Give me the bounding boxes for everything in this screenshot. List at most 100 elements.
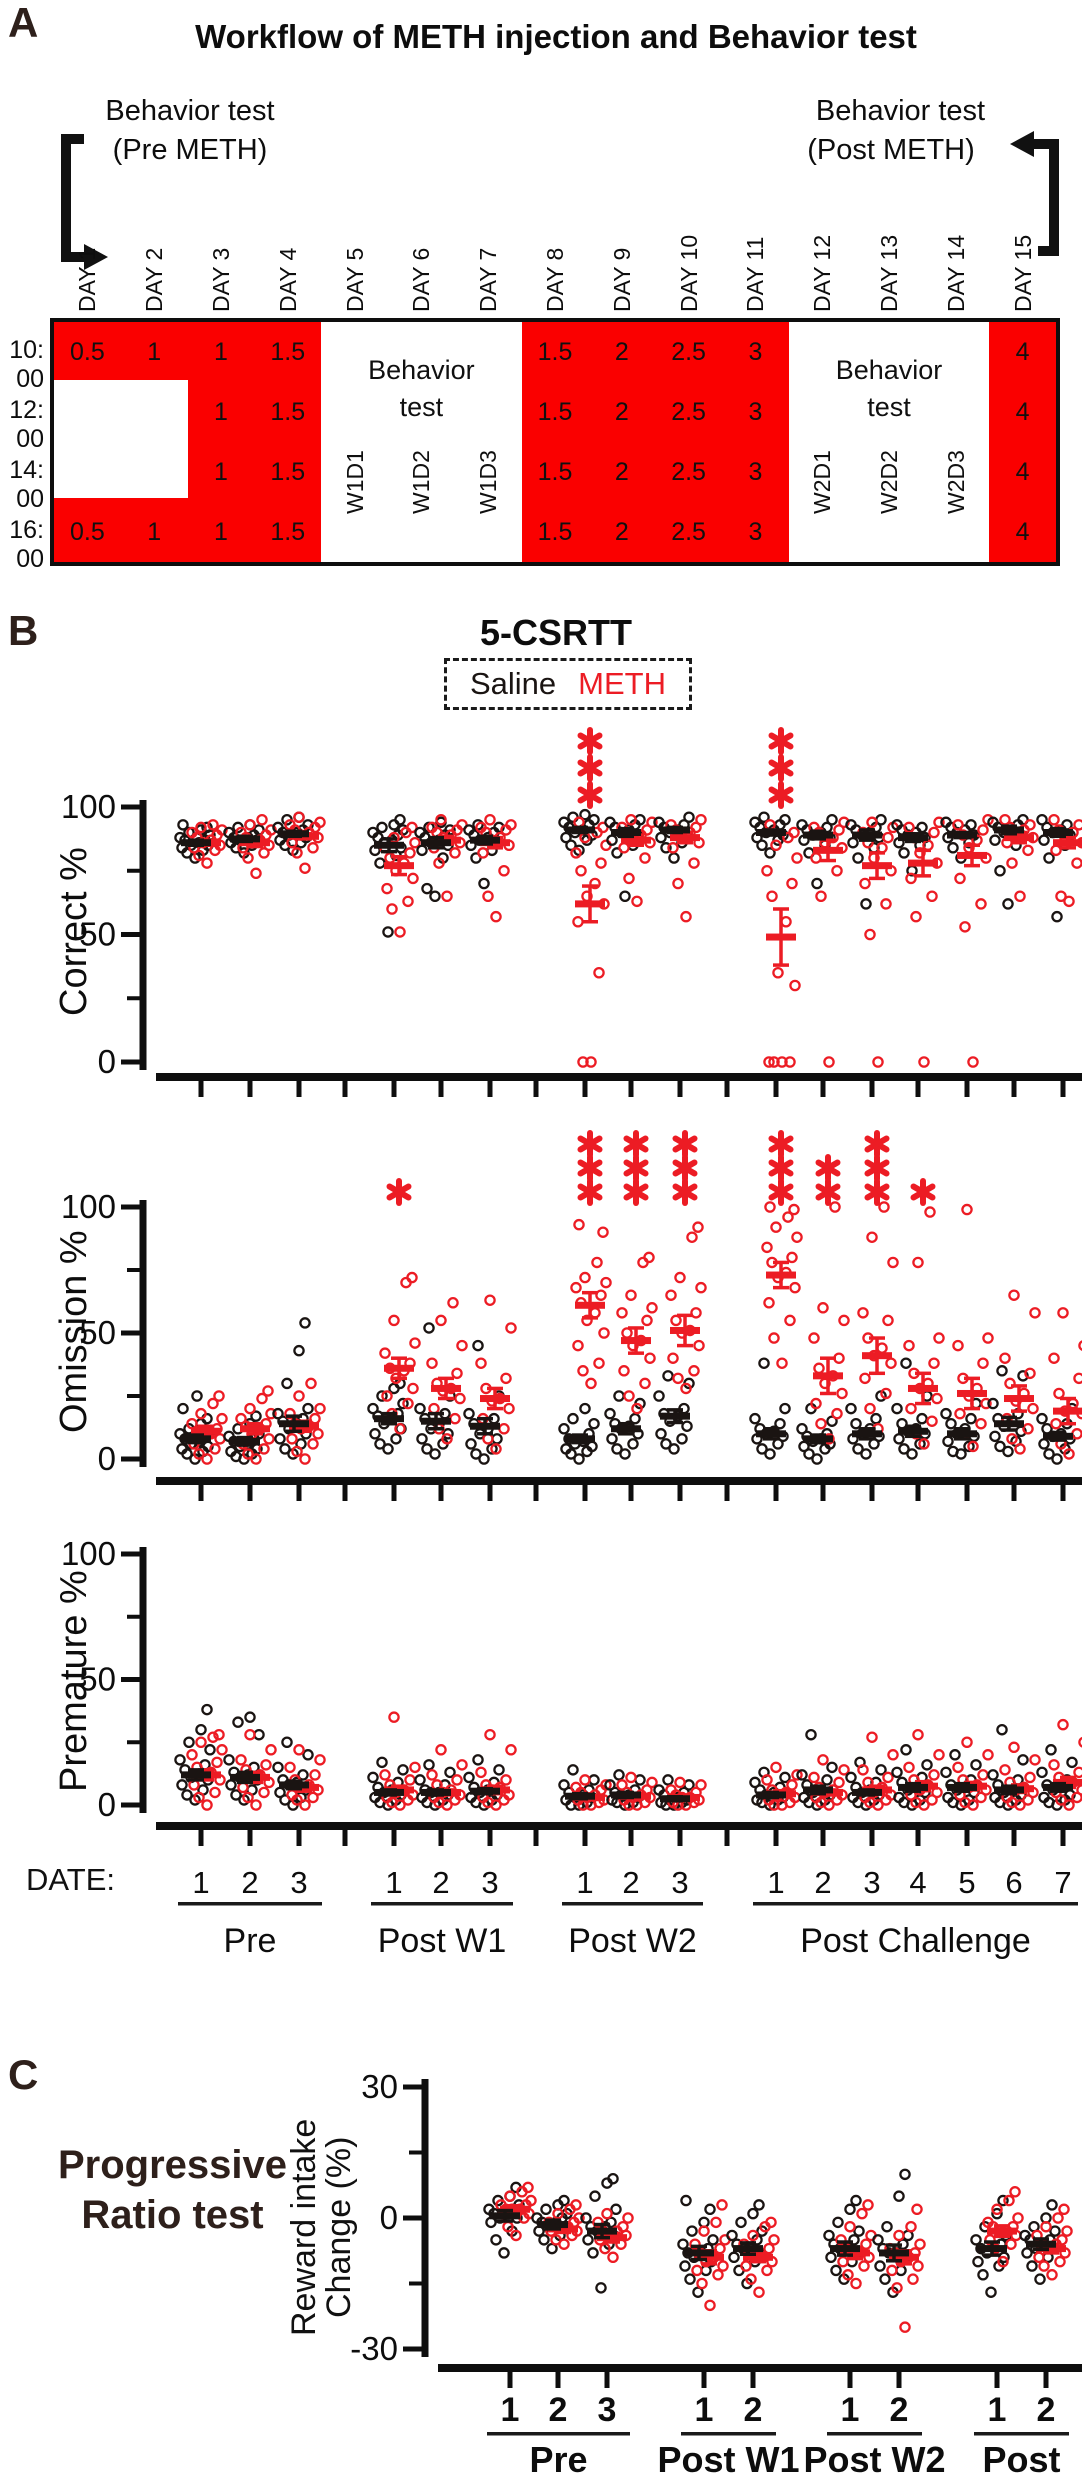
behavior-day-sublabel: W2D2 xyxy=(876,450,902,514)
date-numeral: 3 xyxy=(863,1865,880,1900)
date-numeral: 1 xyxy=(841,2391,860,2429)
y-tick-label: 0 xyxy=(380,2199,398,2236)
behavior-day-sublabel: W1D3 xyxy=(475,450,502,514)
dose-cell: 3 xyxy=(748,397,763,426)
significance-star xyxy=(815,1178,841,1206)
y-axis: 0 50 100 xyxy=(61,1188,147,1477)
cluster-post-w1-3-meth xyxy=(475,1294,517,1455)
subplot-correct: 0 50 100 xyxy=(61,727,1082,1097)
group-label: Post W1 xyxy=(378,1922,506,1960)
y-tick-label: -30 xyxy=(350,2330,398,2367)
y-tick-label: 50 xyxy=(79,916,116,953)
day-label: DAY 12 xyxy=(809,234,836,312)
dose-cell: 3 xyxy=(748,337,763,366)
significance-star xyxy=(864,1154,890,1182)
dose-cell: 2.5 xyxy=(671,517,706,546)
group-underline xyxy=(827,2432,922,2436)
behavior-day-sublabel: W1D1 xyxy=(341,450,368,514)
x-axis xyxy=(438,2364,1082,2388)
dose-cell: 1 xyxy=(214,457,228,486)
date-axis-label: DATE: xyxy=(26,1862,115,1897)
dose-cell: 1 xyxy=(214,397,228,426)
dose-cell: 3 xyxy=(748,517,763,546)
group-underline xyxy=(562,1902,703,1906)
y-tick-label: 100 xyxy=(61,1535,116,1572)
group-underline xyxy=(681,2432,776,2436)
y-axis: 0 50 100 xyxy=(61,788,147,1080)
date-numeral: 1 xyxy=(988,2391,1007,2429)
time-label: 10: 00 xyxy=(9,336,44,393)
significance-star xyxy=(768,1154,794,1182)
dose-cell: 1 xyxy=(147,337,162,366)
post-meth-bracket-arrow xyxy=(1010,131,1059,256)
day-label: DAY 14 xyxy=(942,234,969,312)
subplot-premature: 0 50 100 xyxy=(61,1535,1082,1846)
date-numeral: 6 xyxy=(1005,1865,1022,1900)
group-label: Pre xyxy=(529,2439,587,2480)
workflow-schedule-table: 0.5 1 1 1.5 1.5 2 2.5 3 4 1 1.5 1.5 2 2.5 3 4 1 1.5 1.5 2 2.… xyxy=(50,318,1060,566)
behavior-day-sublabel: W2D3 xyxy=(942,450,969,514)
panel-c-label: C xyxy=(8,2051,39,2098)
day-label: DAY 4 xyxy=(274,247,301,312)
y-tick-label: 0 xyxy=(98,1043,116,1080)
significance-star xyxy=(672,1130,698,1158)
significance-star xyxy=(768,781,794,809)
cluster-post-w2-1-saline xyxy=(558,1402,600,1465)
dose-cell: 0.5 xyxy=(70,337,105,366)
pre-meth-bracket-arrow xyxy=(61,134,108,270)
pre-meth-annotation-line2: (Pre METH) xyxy=(112,134,268,166)
significance-star xyxy=(672,1154,698,1182)
day-label: DAY 8 xyxy=(542,247,568,312)
significance-star xyxy=(864,1130,890,1158)
cluster-post-challenge-1-saline xyxy=(749,1357,791,1460)
group-label: Post W1 xyxy=(657,2439,799,2480)
cluster-post-challenge-2-saline xyxy=(796,1728,838,1811)
dose-cell: 1.5 xyxy=(537,517,573,546)
behavior-day-sublabel: W1D2 xyxy=(408,450,435,514)
y-tick-label: 0 xyxy=(98,1786,116,1823)
significance-star xyxy=(910,1178,936,1206)
day-label: DAY 3 xyxy=(208,247,234,312)
post-meth-annotation-line2: (Post METH) xyxy=(807,134,975,166)
behavior-test-label-week1: Behavior test xyxy=(368,355,475,422)
significance-star xyxy=(623,1130,649,1158)
dose-cell: 1.5 xyxy=(537,457,573,486)
dose-cell: 4 xyxy=(1015,517,1030,546)
cluster-post-w2-2-saline xyxy=(872,2168,914,2298)
y-axis: 0 50 100 xyxy=(61,1535,147,1823)
panel-c-title: Progressive Ratio test xyxy=(0,2140,345,2240)
date-numeral: 2 xyxy=(744,2391,763,2429)
significance-star xyxy=(577,1178,603,1206)
significance-star xyxy=(768,754,794,782)
panel-a-label: A xyxy=(8,0,39,46)
dose-cell: 2.5 xyxy=(671,397,706,426)
no-injection-block xyxy=(54,380,188,498)
group-underline xyxy=(371,1902,513,1906)
dose-cell: 1.5 xyxy=(270,457,306,486)
cluster-pre-3-meth xyxy=(284,1744,326,1811)
date-numeral: 4 xyxy=(909,1865,926,1900)
date-numeral: 2 xyxy=(890,2391,909,2429)
date-numeral: 1 xyxy=(501,2391,520,2429)
post-meth-annotation-line1: Behavior test xyxy=(815,95,986,127)
day-label: DAY 2 xyxy=(141,247,168,312)
x-axis xyxy=(156,1822,1082,1846)
significance-star xyxy=(577,781,603,809)
cluster-post-challenge-4-meth xyxy=(903,1206,945,1450)
date-numeral: 3 xyxy=(481,1865,498,1900)
significance-star xyxy=(386,1178,412,1206)
time-label: 14: 00 xyxy=(9,456,44,513)
dose-cell: 1 xyxy=(214,517,228,546)
group-label: Post xyxy=(982,2439,1060,2480)
y-tick-label: 0 xyxy=(98,1440,116,1477)
dose-cell: 3 xyxy=(748,457,763,486)
date-numeral: 2 xyxy=(432,1865,449,1900)
group-label: Post W2 xyxy=(568,1922,696,1960)
date-numeral: 2 xyxy=(622,1865,639,1900)
group-underline xyxy=(487,2432,630,2436)
significance-star xyxy=(623,1154,649,1182)
day-label: DAY 5 xyxy=(341,247,368,312)
